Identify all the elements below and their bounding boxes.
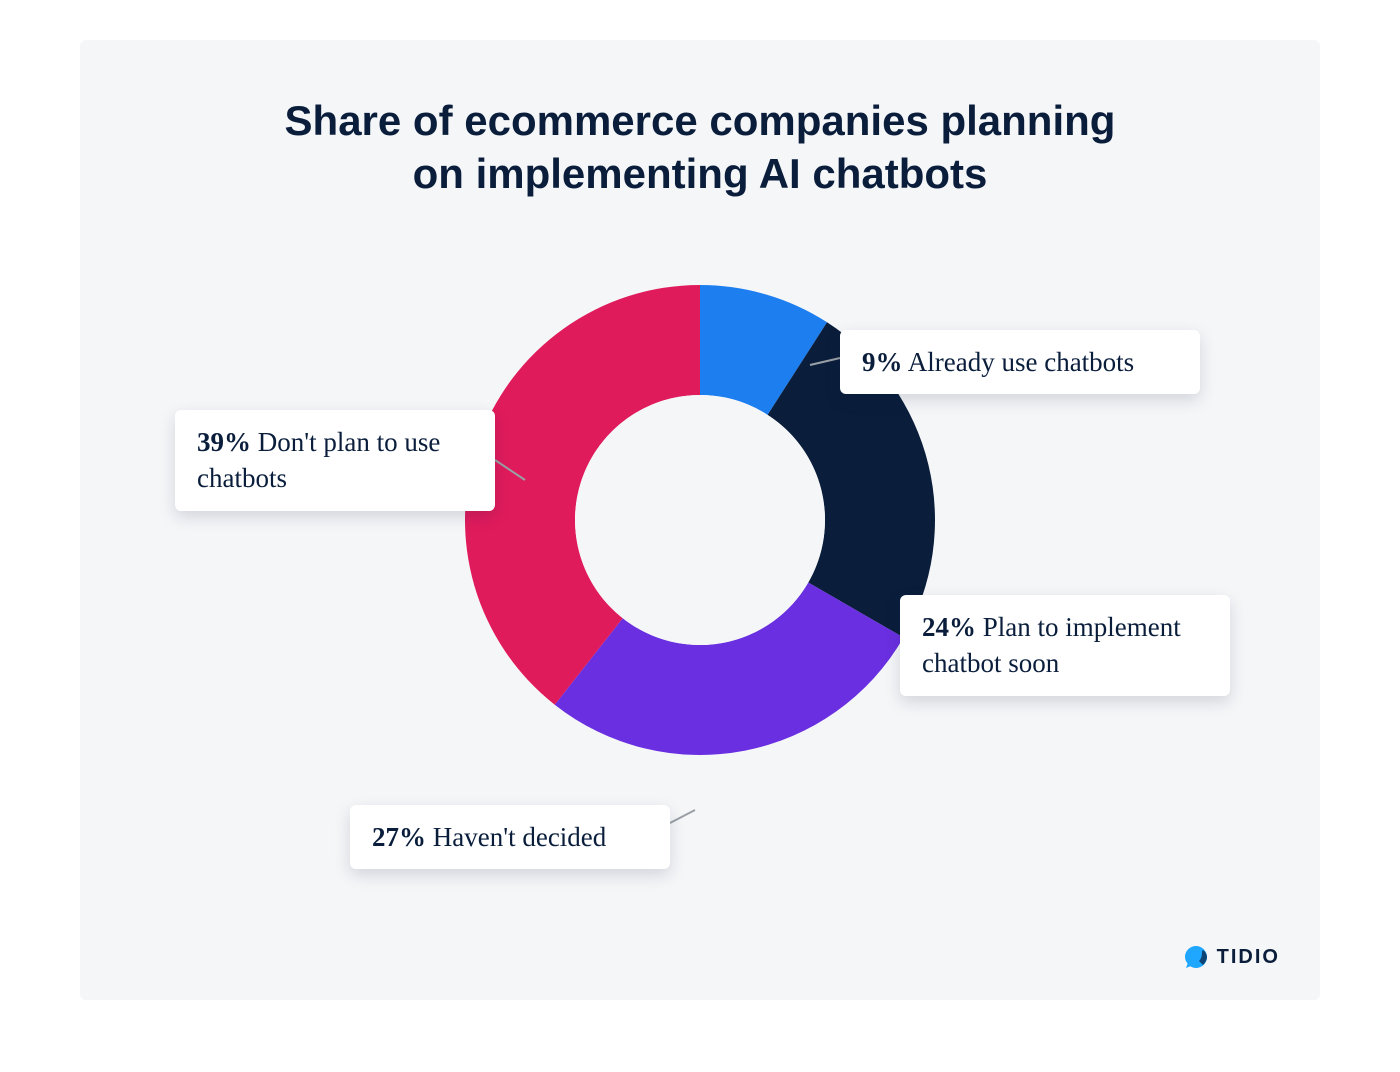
- pct-plan-soon: 24%: [922, 612, 976, 642]
- chart-canvas: Share of ecommerce companies planning on…: [80, 40, 1320, 1000]
- label-plan-soon: 24% Plan to implement chatbot soon: [900, 595, 1230, 696]
- text-already-use: Already use chatbots: [908, 347, 1134, 377]
- tidio-icon: [1183, 944, 1209, 970]
- brand-logo-text: TIDIO: [1217, 946, 1280, 969]
- text-havent-decided: Haven't decided: [433, 822, 607, 852]
- pointer-already-use: [80, 40, 1320, 1000]
- label-dont-plan: 39% Don't plan to use chatbots: [175, 410, 495, 511]
- label-already-use: 9% Already use chatbots: [840, 330, 1200, 394]
- pointer-line-already_use: [810, 358, 840, 365]
- brand-logo: TIDIO: [1183, 944, 1280, 970]
- label-havent-decided: 27% Haven't decided: [350, 805, 670, 869]
- pct-already-use: 9%: [862, 347, 903, 377]
- pct-havent-decided: 27%: [372, 822, 426, 852]
- pointer-line-dont_plan: [495, 460, 525, 480]
- pct-dont-plan: 39%: [197, 427, 251, 457]
- pointer-line-havent_decided: [670, 810, 695, 823]
